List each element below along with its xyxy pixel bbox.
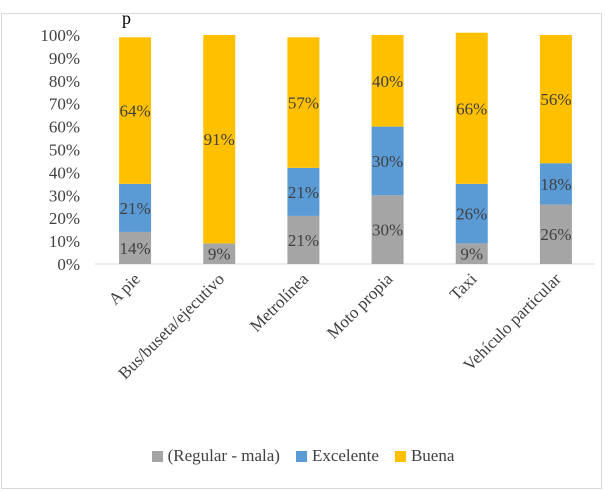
data-label: 40% [372, 72, 403, 91]
chart-frame: p [1, 8, 602, 489]
y-tick-label: 20% [49, 209, 80, 228]
data-label: 9% [208, 245, 231, 264]
y-tick-label: 60% [49, 118, 80, 137]
data-label: 18% [540, 175, 571, 194]
bar-segment [455, 32, 488, 184]
legend-label: (Regular - mala) [167, 446, 280, 465]
data-label: 21% [288, 183, 319, 202]
data-label: 30% [372, 221, 403, 240]
y-tick-label: 40% [49, 163, 80, 182]
legend-label: Buena [410, 446, 455, 465]
data-label: 56% [540, 90, 571, 109]
bar-segment [539, 163, 572, 205]
data-label: 9% [460, 245, 483, 264]
bar-segment [539, 35, 572, 164]
legend-swatch [394, 450, 406, 462]
bar-segment [119, 231, 152, 264]
category-label: Taxi [446, 269, 481, 304]
y-tick-label: 100% [40, 26, 80, 45]
data-label: 30% [372, 152, 403, 171]
legend-label: Excelente [311, 446, 379, 465]
data-label: 57% [288, 94, 319, 113]
legend-swatch [295, 450, 307, 462]
bar-segment [287, 37, 320, 168]
y-tick-label: 30% [49, 186, 80, 205]
bar-segment [287, 215, 320, 264]
legend: (Regular - mala) Excelente Buena [0, 446, 606, 467]
y-tick-label: 50% [49, 141, 80, 160]
y-tick-label: 70% [49, 95, 80, 114]
bar-segment [203, 35, 236, 244]
data-label: 91% [204, 130, 235, 149]
data-label: 26% [456, 205, 487, 224]
data-label: 21% [288, 231, 319, 250]
category-label: A pie [105, 269, 144, 308]
data-label: 64% [119, 102, 150, 121]
bar-segment [371, 195, 404, 264]
bar-segment [371, 35, 404, 127]
bar-segment [287, 167, 320, 216]
category-label: Moto propia [323, 269, 397, 343]
bar-segment [455, 243, 488, 264]
bar-segment [203, 243, 236, 264]
legend-swatch [151, 450, 163, 462]
data-label: 21% [119, 199, 150, 218]
data-label: 66% [456, 99, 487, 118]
chart-top-text: p [122, 8, 131, 28]
bar-segment [455, 183, 488, 244]
bar-segment [119, 183, 152, 232]
data-label: 14% [119, 239, 150, 258]
y-tick-label: 80% [49, 72, 80, 91]
y-tick-label: 90% [49, 49, 80, 68]
y-tick-label: 0% [57, 255, 80, 274]
y-tick-label: 10% [49, 232, 80, 251]
legend-item: Buena [394, 446, 455, 466]
legend-item: Excelente [295, 446, 379, 466]
bar-segment [539, 204, 572, 264]
category-label: Metrolínea [246, 269, 312, 335]
data-label: 26% [540, 225, 571, 244]
bar-segment [371, 126, 404, 196]
bar-segment [119, 37, 152, 184]
legend-item: (Regular - mala) [151, 446, 280, 466]
